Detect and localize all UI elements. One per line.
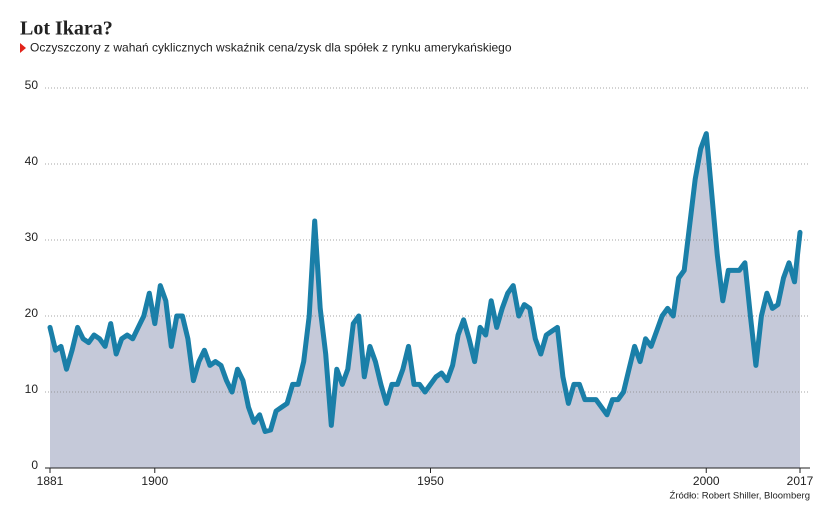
x-tick-label: 2017: [787, 474, 814, 488]
x-tick-label: 2000: [693, 474, 720, 488]
subtitle-marker: [20, 43, 26, 53]
y-tick-label: 0: [31, 458, 38, 472]
area: [50, 133, 800, 468]
y-tick-label: 10: [25, 382, 39, 396]
y-tick-label: 40: [25, 154, 39, 168]
line: [47, 131, 803, 434]
source: Źródło: Robert Shiller, Bloomberg: [670, 491, 810, 502]
y-tick-label: 50: [25, 78, 39, 92]
chart-title: Lot Ikara?: [20, 18, 113, 40]
y-tick-label: 30: [25, 230, 39, 244]
chart-subtitle: Oczyszczony z wahań cyklicznych wskaźnik…: [30, 41, 512, 55]
x-tick-label: 1950: [417, 474, 444, 488]
x-tick-label: 1900: [141, 474, 168, 488]
y-tick-label: 20: [25, 306, 39, 320]
x-tick-label: 1881: [37, 474, 64, 488]
